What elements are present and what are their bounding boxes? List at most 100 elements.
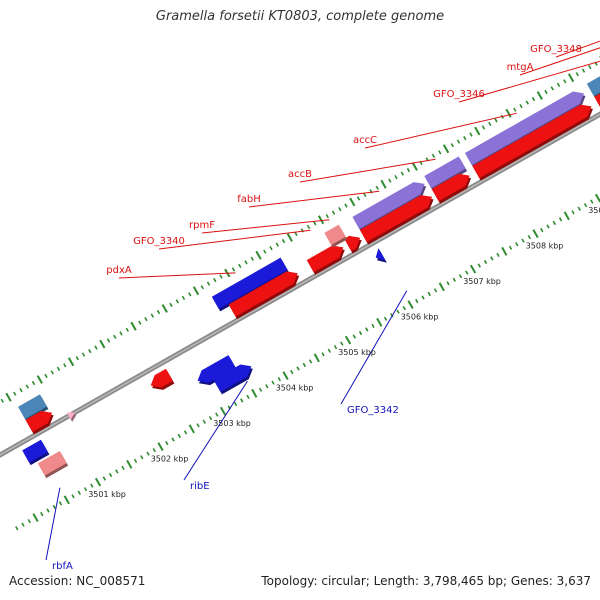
scale-tick bbox=[325, 214, 329, 219]
scale-tick bbox=[44, 373, 48, 379]
gene-feature[interactable] bbox=[150, 368, 175, 390]
scale-tick bbox=[36, 375, 43, 384]
gene-label-gfo-3340[interactable]: GFO_3340 bbox=[133, 229, 311, 250]
scale-tick bbox=[177, 433, 181, 439]
scale-tick bbox=[161, 304, 168, 313]
scale-tick bbox=[477, 263, 481, 268]
scale-tick bbox=[446, 281, 450, 286]
gene-feature[interactable] bbox=[22, 439, 50, 466]
scale-tick bbox=[376, 317, 383, 327]
svg-text:mtgA: mtgA bbox=[507, 62, 534, 73]
scale-tick bbox=[513, 107, 517, 112]
gene-feature[interactable] bbox=[472, 104, 593, 181]
scale-tick bbox=[344, 203, 348, 208]
gene-label-gfo-3348[interactable]: GFO_3348 bbox=[530, 0, 600, 58]
gene-feature[interactable] bbox=[25, 410, 54, 435]
scale-tick bbox=[165, 440, 169, 446]
gene-feature[interactable] bbox=[431, 173, 472, 204]
gene-label-gfo-3346[interactable]: GFO_3346 bbox=[433, 56, 600, 103]
scale-tick bbox=[282, 371, 289, 380]
gene-feature[interactable] bbox=[464, 91, 586, 168]
gene-label-accc[interactable]: accC bbox=[353, 112, 517, 149]
scale-tick bbox=[390, 313, 394, 318]
scale-tick bbox=[32, 513, 39, 522]
scale-tick bbox=[442, 144, 450, 154]
gene-label-ribe[interactable]: ribE bbox=[183, 380, 248, 492]
gene-feature[interactable] bbox=[324, 224, 348, 248]
gene-feature[interactable] bbox=[359, 195, 434, 245]
scale-tick bbox=[15, 526, 19, 531]
scale-tick bbox=[21, 522, 25, 527]
scale-tick bbox=[188, 424, 195, 434]
scale-tick bbox=[192, 286, 200, 296]
scale-tick bbox=[169, 302, 173, 308]
scale-tick bbox=[333, 345, 338, 350]
svg-text:GFO_3340: GFO_3340 bbox=[133, 236, 185, 247]
gene-label-rpmf[interactable]: rpmF bbox=[189, 219, 330, 234]
gene-label-accb[interactable]: accB bbox=[288, 158, 436, 183]
scale-tick bbox=[594, 193, 600, 203]
scale-tick bbox=[126, 459, 133, 469]
gene-feature[interactable] bbox=[352, 182, 427, 232]
scale-tick bbox=[150, 313, 154, 318]
scale-tick bbox=[452, 277, 456, 282]
scale-tick bbox=[115, 469, 119, 474]
gene-label-pdxa[interactable]: pdxA bbox=[106, 265, 236, 279]
scale-tick bbox=[90, 483, 94, 488]
gene-feature[interactable] bbox=[306, 245, 345, 275]
gene-feature[interactable] bbox=[375, 248, 387, 263]
scale-labels: 3501 kbp 3502 kbp 3503 kbp 3504 kbp 3505 kbp… bbox=[88, 206, 600, 499]
scale-tick bbox=[258, 387, 263, 392]
map-title: Gramella forsetii KT0803, complete genom… bbox=[155, 9, 445, 24]
gene-feature[interactable] bbox=[197, 355, 237, 386]
scale-tick bbox=[577, 206, 581, 211]
scale-tick bbox=[75, 356, 79, 361]
scale-tick bbox=[406, 167, 411, 173]
scale-label: 3509 kbp bbox=[588, 206, 600, 215]
scale-tick bbox=[465, 270, 469, 275]
gene-feature[interactable] bbox=[586, 41, 600, 99]
gene-label-gfo-3342[interactable]: GFO_3342 bbox=[340, 290, 408, 416]
gene-feature[interactable] bbox=[37, 450, 69, 479]
scale-tick bbox=[505, 108, 512, 118]
scale-tick bbox=[344, 335, 352, 345]
scale-tick bbox=[349, 197, 356, 207]
gene-feature[interactable] bbox=[66, 412, 77, 422]
scale-tick bbox=[563, 211, 570, 221]
gene-feature[interactable] bbox=[344, 235, 362, 254]
gene-feature[interactable] bbox=[18, 394, 49, 422]
gene-label-rbfa[interactable]: rbfA bbox=[45, 487, 73, 572]
scale-label: 3503 kbp bbox=[213, 419, 251, 428]
scale-tick bbox=[558, 217, 563, 222]
gene-feature[interactable] bbox=[211, 257, 289, 312]
scale-tick bbox=[175, 299, 179, 304]
svg-text:accB: accB bbox=[288, 169, 312, 180]
scale-tick bbox=[113, 334, 117, 340]
scale-tick bbox=[52, 504, 56, 510]
gene-feature[interactable] bbox=[213, 364, 253, 395]
scale-tick bbox=[63, 495, 70, 505]
scale-tick bbox=[171, 437, 175, 442]
scale-tick bbox=[396, 309, 400, 314]
scale-tick bbox=[146, 451, 150, 456]
scale-tick bbox=[317, 215, 325, 225]
gene-feature[interactable] bbox=[424, 156, 468, 191]
gene-feature[interactable] bbox=[228, 271, 300, 320]
scale-tick bbox=[102, 476, 106, 481]
scale-tick bbox=[133, 458, 138, 463]
gene-features bbox=[18, 41, 600, 479]
scale-tick bbox=[219, 274, 223, 279]
scale-tick bbox=[63, 363, 67, 368]
scale-tick bbox=[233, 401, 238, 407]
genome-summary: Topology: circular; Length: 3,798,465 bp… bbox=[261, 574, 591, 588]
scale-tick bbox=[181, 295, 186, 300]
scale-tick bbox=[306, 224, 311, 229]
gene-label-fabh[interactable]: fabH bbox=[237, 190, 380, 208]
gene-feature[interactable] bbox=[594, 58, 600, 111]
scale-tick bbox=[240, 398, 244, 403]
scale-tick bbox=[46, 508, 50, 513]
scale-tick bbox=[575, 72, 579, 77]
scale-tick bbox=[531, 96, 536, 102]
scale-tick bbox=[483, 259, 488, 265]
